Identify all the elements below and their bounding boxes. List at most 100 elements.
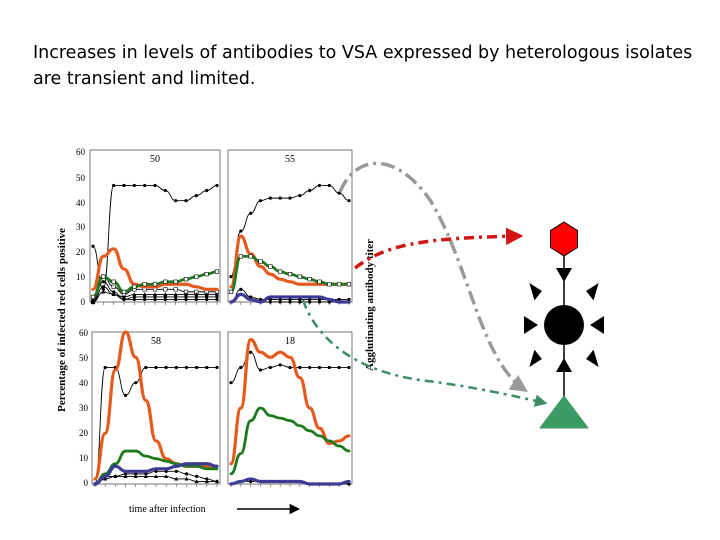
data-point bbox=[164, 474, 169, 478]
panel-label: 50 bbox=[150, 154, 160, 165]
data-point bbox=[184, 472, 189, 476]
tick-label: 30 bbox=[76, 222, 86, 232]
data-point bbox=[205, 297, 209, 302]
black-circle-with-spikes-icon bbox=[524, 268, 604, 372]
data-point bbox=[287, 272, 293, 277]
data-point bbox=[298, 194, 302, 198]
bottom-ticks: 60 50 40 30 20 10 0 bbox=[79, 328, 89, 488]
series-line-red bbox=[93, 330, 219, 481]
data-point bbox=[163, 188, 167, 193]
data-point bbox=[184, 199, 188, 203]
tick-label: 20 bbox=[79, 428, 89, 438]
data-point bbox=[154, 474, 158, 478]
data-point bbox=[121, 289, 127, 294]
data-point bbox=[204, 479, 209, 484]
data-point bbox=[317, 279, 322, 284]
antibody-diagram bbox=[524, 221, 604, 429]
data-point bbox=[317, 300, 322, 304]
data-point bbox=[112, 183, 116, 188]
data-point bbox=[205, 188, 209, 193]
data-point bbox=[215, 295, 219, 299]
data-point bbox=[174, 469, 178, 473]
data-point bbox=[249, 211, 253, 215]
data-point bbox=[132, 297, 136, 302]
data-point bbox=[101, 289, 106, 294]
tick-label: 40 bbox=[76, 198, 86, 208]
data-point bbox=[183, 277, 189, 282]
tick-label: 50 bbox=[76, 173, 86, 183]
data-point bbox=[91, 244, 95, 248]
data-point bbox=[215, 292, 219, 296]
data-point bbox=[153, 295, 157, 299]
data-point bbox=[308, 365, 312, 370]
data-point bbox=[278, 363, 282, 367]
data-point bbox=[249, 479, 253, 484]
green-triangle-icon bbox=[539, 395, 589, 429]
data-point bbox=[101, 274, 106, 279]
data-point bbox=[298, 365, 302, 370]
data-point bbox=[123, 472, 128, 476]
data-point bbox=[288, 365, 292, 370]
data-point bbox=[143, 183, 147, 188]
data-point bbox=[308, 297, 312, 302]
data-point bbox=[184, 365, 189, 370]
data-point bbox=[152, 282, 158, 287]
data-point bbox=[317, 365, 322, 370]
data-point bbox=[112, 290, 116, 294]
data-point bbox=[90, 294, 96, 300]
data-point bbox=[288, 297, 292, 302]
data-point bbox=[288, 196, 292, 200]
data-point bbox=[132, 284, 137, 289]
data-point bbox=[249, 350, 253, 354]
data-point bbox=[195, 474, 199, 478]
data-point bbox=[122, 297, 126, 302]
data-point bbox=[298, 300, 302, 304]
data-point bbox=[346, 282, 352, 287]
y-axis-label: Percentage of infected red cells positiv… bbox=[56, 228, 68, 412]
data-point bbox=[184, 476, 189, 481]
data-point bbox=[122, 294, 126, 299]
data-point bbox=[337, 297, 341, 302]
data-point bbox=[297, 274, 302, 279]
data-point bbox=[173, 287, 178, 292]
tick-label: 30 bbox=[79, 403, 89, 413]
data-point bbox=[132, 295, 136, 299]
data-point bbox=[327, 183, 331, 188]
data-point bbox=[153, 297, 157, 302]
series-line-blue bbox=[93, 462, 219, 486]
series-line-blue bbox=[229, 292, 351, 304]
tick-label: 60 bbox=[79, 328, 89, 338]
data-point bbox=[143, 297, 147, 302]
data-point bbox=[239, 365, 243, 370]
data-point bbox=[134, 381, 138, 385]
data-point bbox=[215, 297, 219, 302]
data-point bbox=[298, 297, 302, 302]
data-point bbox=[113, 474, 118, 478]
series-line-blue bbox=[229, 477, 351, 486]
data-point bbox=[153, 292, 157, 296]
data-point bbox=[337, 365, 341, 370]
data-point bbox=[258, 259, 263, 264]
data-point bbox=[154, 365, 158, 370]
series-line-red bbox=[91, 247, 219, 291]
data-point bbox=[308, 300, 312, 304]
data-point bbox=[142, 292, 147, 296]
data-point bbox=[268, 297, 272, 302]
data-point bbox=[103, 365, 107, 370]
data-point bbox=[194, 295, 198, 299]
series-line-green bbox=[93, 449, 219, 486]
data-point bbox=[238, 254, 243, 259]
data-point bbox=[337, 282, 342, 287]
data-point bbox=[214, 269, 220, 274]
tick-label: 20 bbox=[76, 247, 86, 257]
data-point bbox=[174, 365, 178, 370]
data-point bbox=[278, 196, 282, 200]
data-point bbox=[134, 472, 138, 476]
data-point bbox=[307, 277, 312, 282]
data-point bbox=[258, 199, 263, 203]
data-point bbox=[268, 196, 272, 200]
data-point bbox=[205, 477, 209, 481]
data-point bbox=[184, 297, 188, 302]
series-line-red bbox=[229, 337, 351, 466]
